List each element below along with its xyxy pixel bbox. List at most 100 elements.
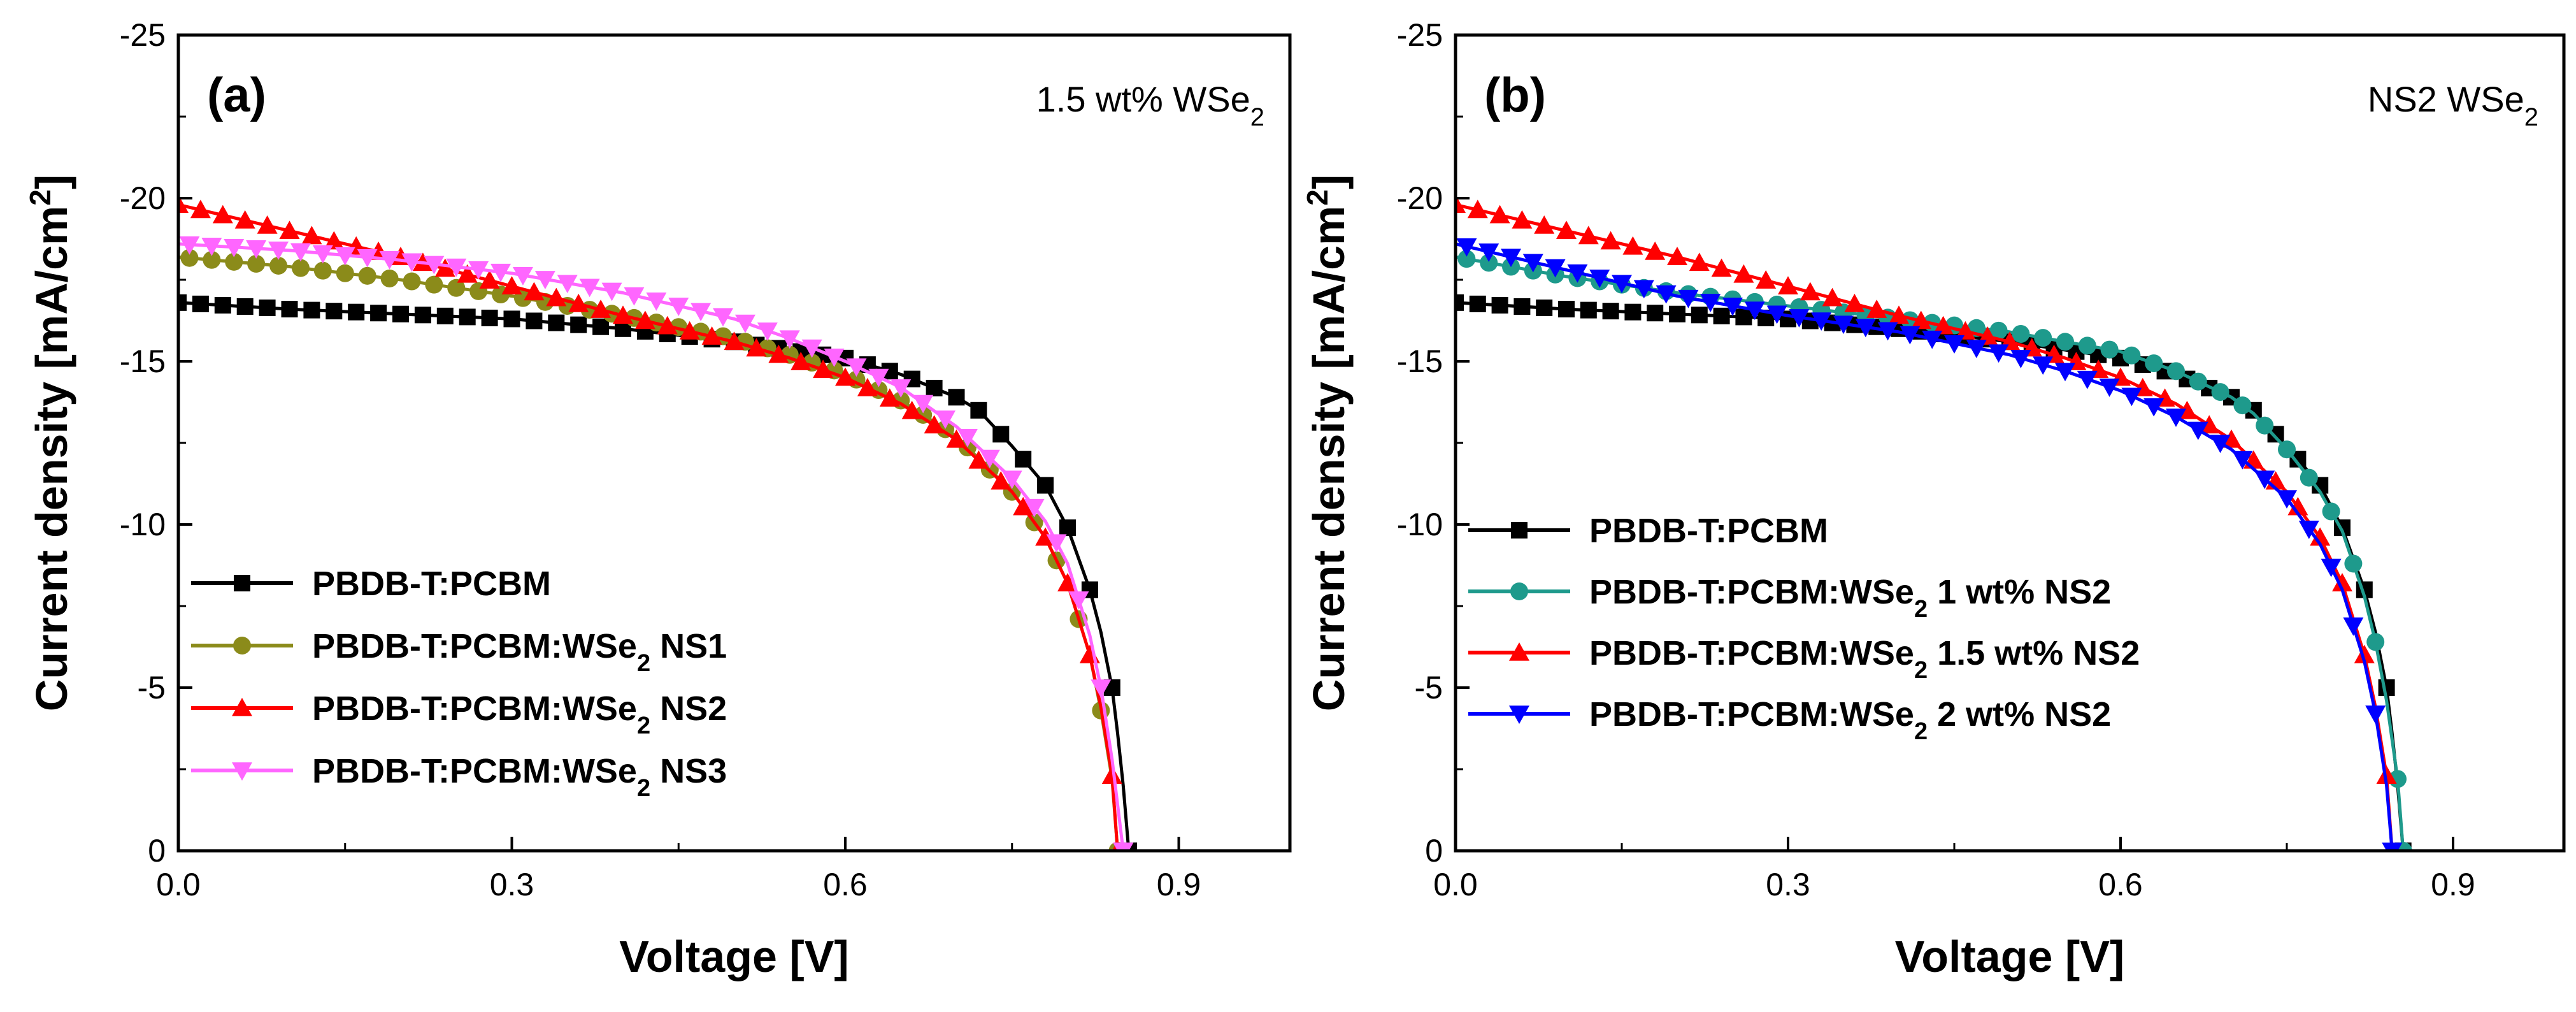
data-point <box>734 314 755 333</box>
data-point <box>1015 451 1032 468</box>
data-point <box>1480 254 1498 272</box>
data-point <box>548 314 565 331</box>
data-point <box>2343 617 2364 636</box>
data-point <box>1101 765 1122 784</box>
data-point <box>879 388 900 407</box>
legend-marker <box>1509 642 1529 661</box>
data-point <box>2376 765 2397 784</box>
data-point <box>459 308 476 326</box>
data-point <box>1833 315 1854 335</box>
data-point <box>2055 363 2075 382</box>
data-point <box>2210 435 2231 453</box>
legend-marker <box>1509 705 1529 724</box>
data-point <box>214 296 231 314</box>
data-point <box>1013 496 1034 516</box>
legend-item: PBDB-T:PCBM:WSe2 NS1 <box>191 627 727 677</box>
x-tick-label: 0.6 <box>2098 867 2143 902</box>
data-point <box>1513 298 1531 315</box>
data-point <box>1822 287 1843 307</box>
data-point <box>1900 326 1921 345</box>
data-point <box>868 368 889 387</box>
data-point <box>2332 573 2352 591</box>
data-point <box>291 259 310 277</box>
data-point <box>1059 519 1076 537</box>
data-point <box>534 271 555 289</box>
legend-marker <box>1511 522 1528 539</box>
series-1 <box>1456 294 2412 851</box>
data-point <box>801 339 822 358</box>
data-point <box>926 379 943 396</box>
data-point <box>1522 254 1543 273</box>
data-point <box>281 301 298 318</box>
data-point <box>2010 350 2031 368</box>
legend-item: PBDB-T:PCBM:WSe2 1 wt% NS2 <box>1468 573 2111 623</box>
data-point <box>324 231 345 250</box>
data-point <box>891 379 912 398</box>
data-point <box>447 278 466 297</box>
data-point <box>768 344 789 363</box>
data-point <box>2012 324 2030 343</box>
data-point <box>2143 398 2165 417</box>
data-point <box>1713 307 1730 324</box>
data-point <box>634 310 655 329</box>
data-point <box>2277 490 2297 509</box>
data-point <box>1966 340 1987 359</box>
legend-label: PBDB-T:PCBM <box>312 565 551 603</box>
data-point <box>1091 679 1112 698</box>
data-point <box>1046 534 1067 553</box>
data-point <box>2321 558 2342 577</box>
data-point <box>679 321 700 340</box>
data-point <box>913 394 934 414</box>
data-point <box>1622 236 1643 255</box>
x-tick-label: 0.0 <box>156 867 201 902</box>
data-point <box>2254 470 2275 489</box>
data-point <box>968 450 989 469</box>
y-tick-label: 0 <box>148 833 166 869</box>
y-tick-label: -20 <box>120 180 166 216</box>
data-point <box>1501 249 1521 268</box>
data-point <box>380 269 399 287</box>
data-point <box>259 300 276 317</box>
data-point <box>991 471 1012 490</box>
data-point <box>234 210 255 229</box>
data-point <box>957 428 978 447</box>
legend-item: PBDB-T:PCBM:WSe2 NS2 <box>191 690 727 739</box>
data-point <box>2078 336 2096 355</box>
data-point <box>336 264 354 282</box>
data-point <box>946 429 967 448</box>
x-tick-label: 0.6 <box>823 867 868 902</box>
data-point <box>457 264 478 283</box>
y-tick-label: -15 <box>120 343 166 379</box>
data-point <box>2100 340 2119 359</box>
data-point <box>2034 329 2052 347</box>
data-point <box>446 258 467 277</box>
data-point <box>746 338 767 357</box>
data-point <box>2121 387 2142 407</box>
data-point <box>379 250 400 270</box>
data-point <box>401 253 422 272</box>
data-point <box>203 250 221 269</box>
data-point <box>590 300 612 318</box>
data-point <box>247 254 266 273</box>
data-point <box>481 309 498 326</box>
data-point <box>392 305 409 322</box>
data-point <box>2382 842 2403 851</box>
data-point <box>1545 259 1566 278</box>
data-point <box>1988 344 2009 363</box>
data-point <box>2122 346 2141 365</box>
data-point <box>791 352 812 370</box>
data-point <box>570 316 587 333</box>
x-axis-title: Voltage [V] <box>1895 932 2124 981</box>
data-point <box>326 303 343 320</box>
data-point <box>2232 451 2253 470</box>
series-4 <box>1456 238 2403 851</box>
data-point <box>1733 264 1754 283</box>
data-point <box>835 367 855 386</box>
data-point <box>813 359 834 379</box>
data-point <box>2167 362 2185 380</box>
data-point <box>212 205 233 224</box>
data-point <box>180 249 199 267</box>
y-tick-label: -5 <box>138 670 166 705</box>
panel-label: (b) <box>1484 68 1546 122</box>
